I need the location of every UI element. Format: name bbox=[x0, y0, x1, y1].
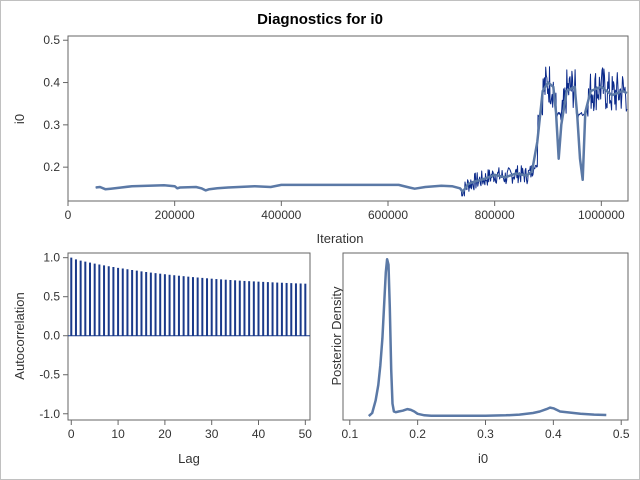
trace-y-tick-label: 0.4 bbox=[43, 76, 60, 90]
acf-x-tick-label: 30 bbox=[205, 427, 219, 441]
density-y-axis-title: Posterior Density bbox=[329, 286, 344, 385]
acf-y-tick-label: -0.5 bbox=[39, 368, 60, 382]
figure-title: Diagnostics for i0 bbox=[257, 11, 383, 28]
acf-x-tick-label: 10 bbox=[111, 427, 125, 441]
acf-x-tick-label: 20 bbox=[158, 427, 172, 441]
autocorrelation-plot: Lag Autocorrelation 0 10 20 30 40 50 -1.0 -0.5 0… bbox=[12, 251, 312, 466]
acf-x-axis-title: Lag bbox=[178, 451, 200, 466]
trace-y-tick-label: 0.3 bbox=[43, 118, 60, 132]
trace-smoothed-line bbox=[95, 81, 628, 193]
density-x-tick-label: 0.2 bbox=[409, 427, 426, 441]
trace-x-tick-label: 800000 bbox=[475, 208, 515, 222]
acf-plot-frame bbox=[67, 252, 311, 421]
acf-y-tick-label: -1.0 bbox=[39, 407, 60, 421]
acf-x-tick-label: 0 bbox=[68, 427, 75, 441]
trace-x-tick-label: 400000 bbox=[261, 208, 301, 222]
density-x-tick-label: 0.1 bbox=[341, 427, 358, 441]
trace-plot-frame bbox=[67, 35, 629, 202]
trace-y-tick-label: 0.5 bbox=[43, 33, 60, 47]
density-x-axis-title: i0 bbox=[478, 451, 488, 466]
trace-y-tick-label: 0.2 bbox=[43, 160, 60, 174]
trace-x-axis-title: Iteration bbox=[317, 231, 364, 246]
acf-y-axis-title: Autocorrelation bbox=[12, 292, 27, 379]
trace-y-axis-title: i0 bbox=[12, 114, 27, 124]
density-x-tick-label: 0.3 bbox=[477, 427, 494, 441]
trace-x-tick-label: 600000 bbox=[368, 208, 408, 222]
density-x-tick-label: 0.5 bbox=[613, 427, 630, 441]
acf-x-tick-label: 40 bbox=[252, 427, 266, 441]
acf-x-tick-label: 50 bbox=[299, 427, 313, 441]
posterior-density-plot: i0 Posterior Density 0.1 0.2 0.3 0.4 0.5 bbox=[329, 252, 630, 466]
acf-y-tick-label: 0.0 bbox=[43, 329, 60, 343]
trace-x-tick-label: 0 bbox=[65, 208, 72, 222]
acf-y-tick-label: 0.5 bbox=[43, 290, 60, 304]
trace-x-tick-label: 1000000 bbox=[578, 208, 625, 222]
density-x-tick-label: 0.4 bbox=[545, 427, 562, 441]
density-curve bbox=[367, 257, 607, 418]
trace-plot: Iteration i0 0 200000 400000 600000 800000 10… bbox=[12, 33, 629, 246]
trace-x-tick-label: 200000 bbox=[155, 208, 195, 222]
acf-y-tick-label: 1.0 bbox=[43, 251, 60, 265]
